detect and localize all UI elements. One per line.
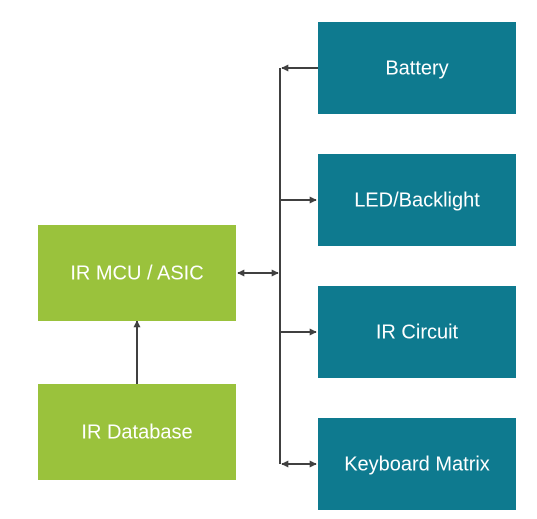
node-keyboard: Keyboard Matrix bbox=[318, 418, 516, 510]
node-ir: IR Circuit bbox=[318, 286, 516, 378]
node-mcu: IR MCU / ASIC bbox=[38, 225, 236, 321]
node-db-label: IR Database bbox=[81, 421, 192, 443]
node-led: LED/Backlight bbox=[318, 154, 516, 246]
node-db: IR Database bbox=[38, 384, 236, 480]
node-battery-label: Battery bbox=[385, 57, 448, 79]
node-led-label: LED/Backlight bbox=[354, 189, 480, 211]
node-keyboard-label: Keyboard Matrix bbox=[344, 453, 490, 475]
node-ir-label: IR Circuit bbox=[376, 321, 459, 343]
node-mcu-label: IR MCU / ASIC bbox=[70, 262, 203, 284]
node-battery: Battery bbox=[318, 22, 516, 114]
block-diagram: IR MCU / ASIC IR Database Battery LED/Backl… bbox=[0, 0, 537, 519]
